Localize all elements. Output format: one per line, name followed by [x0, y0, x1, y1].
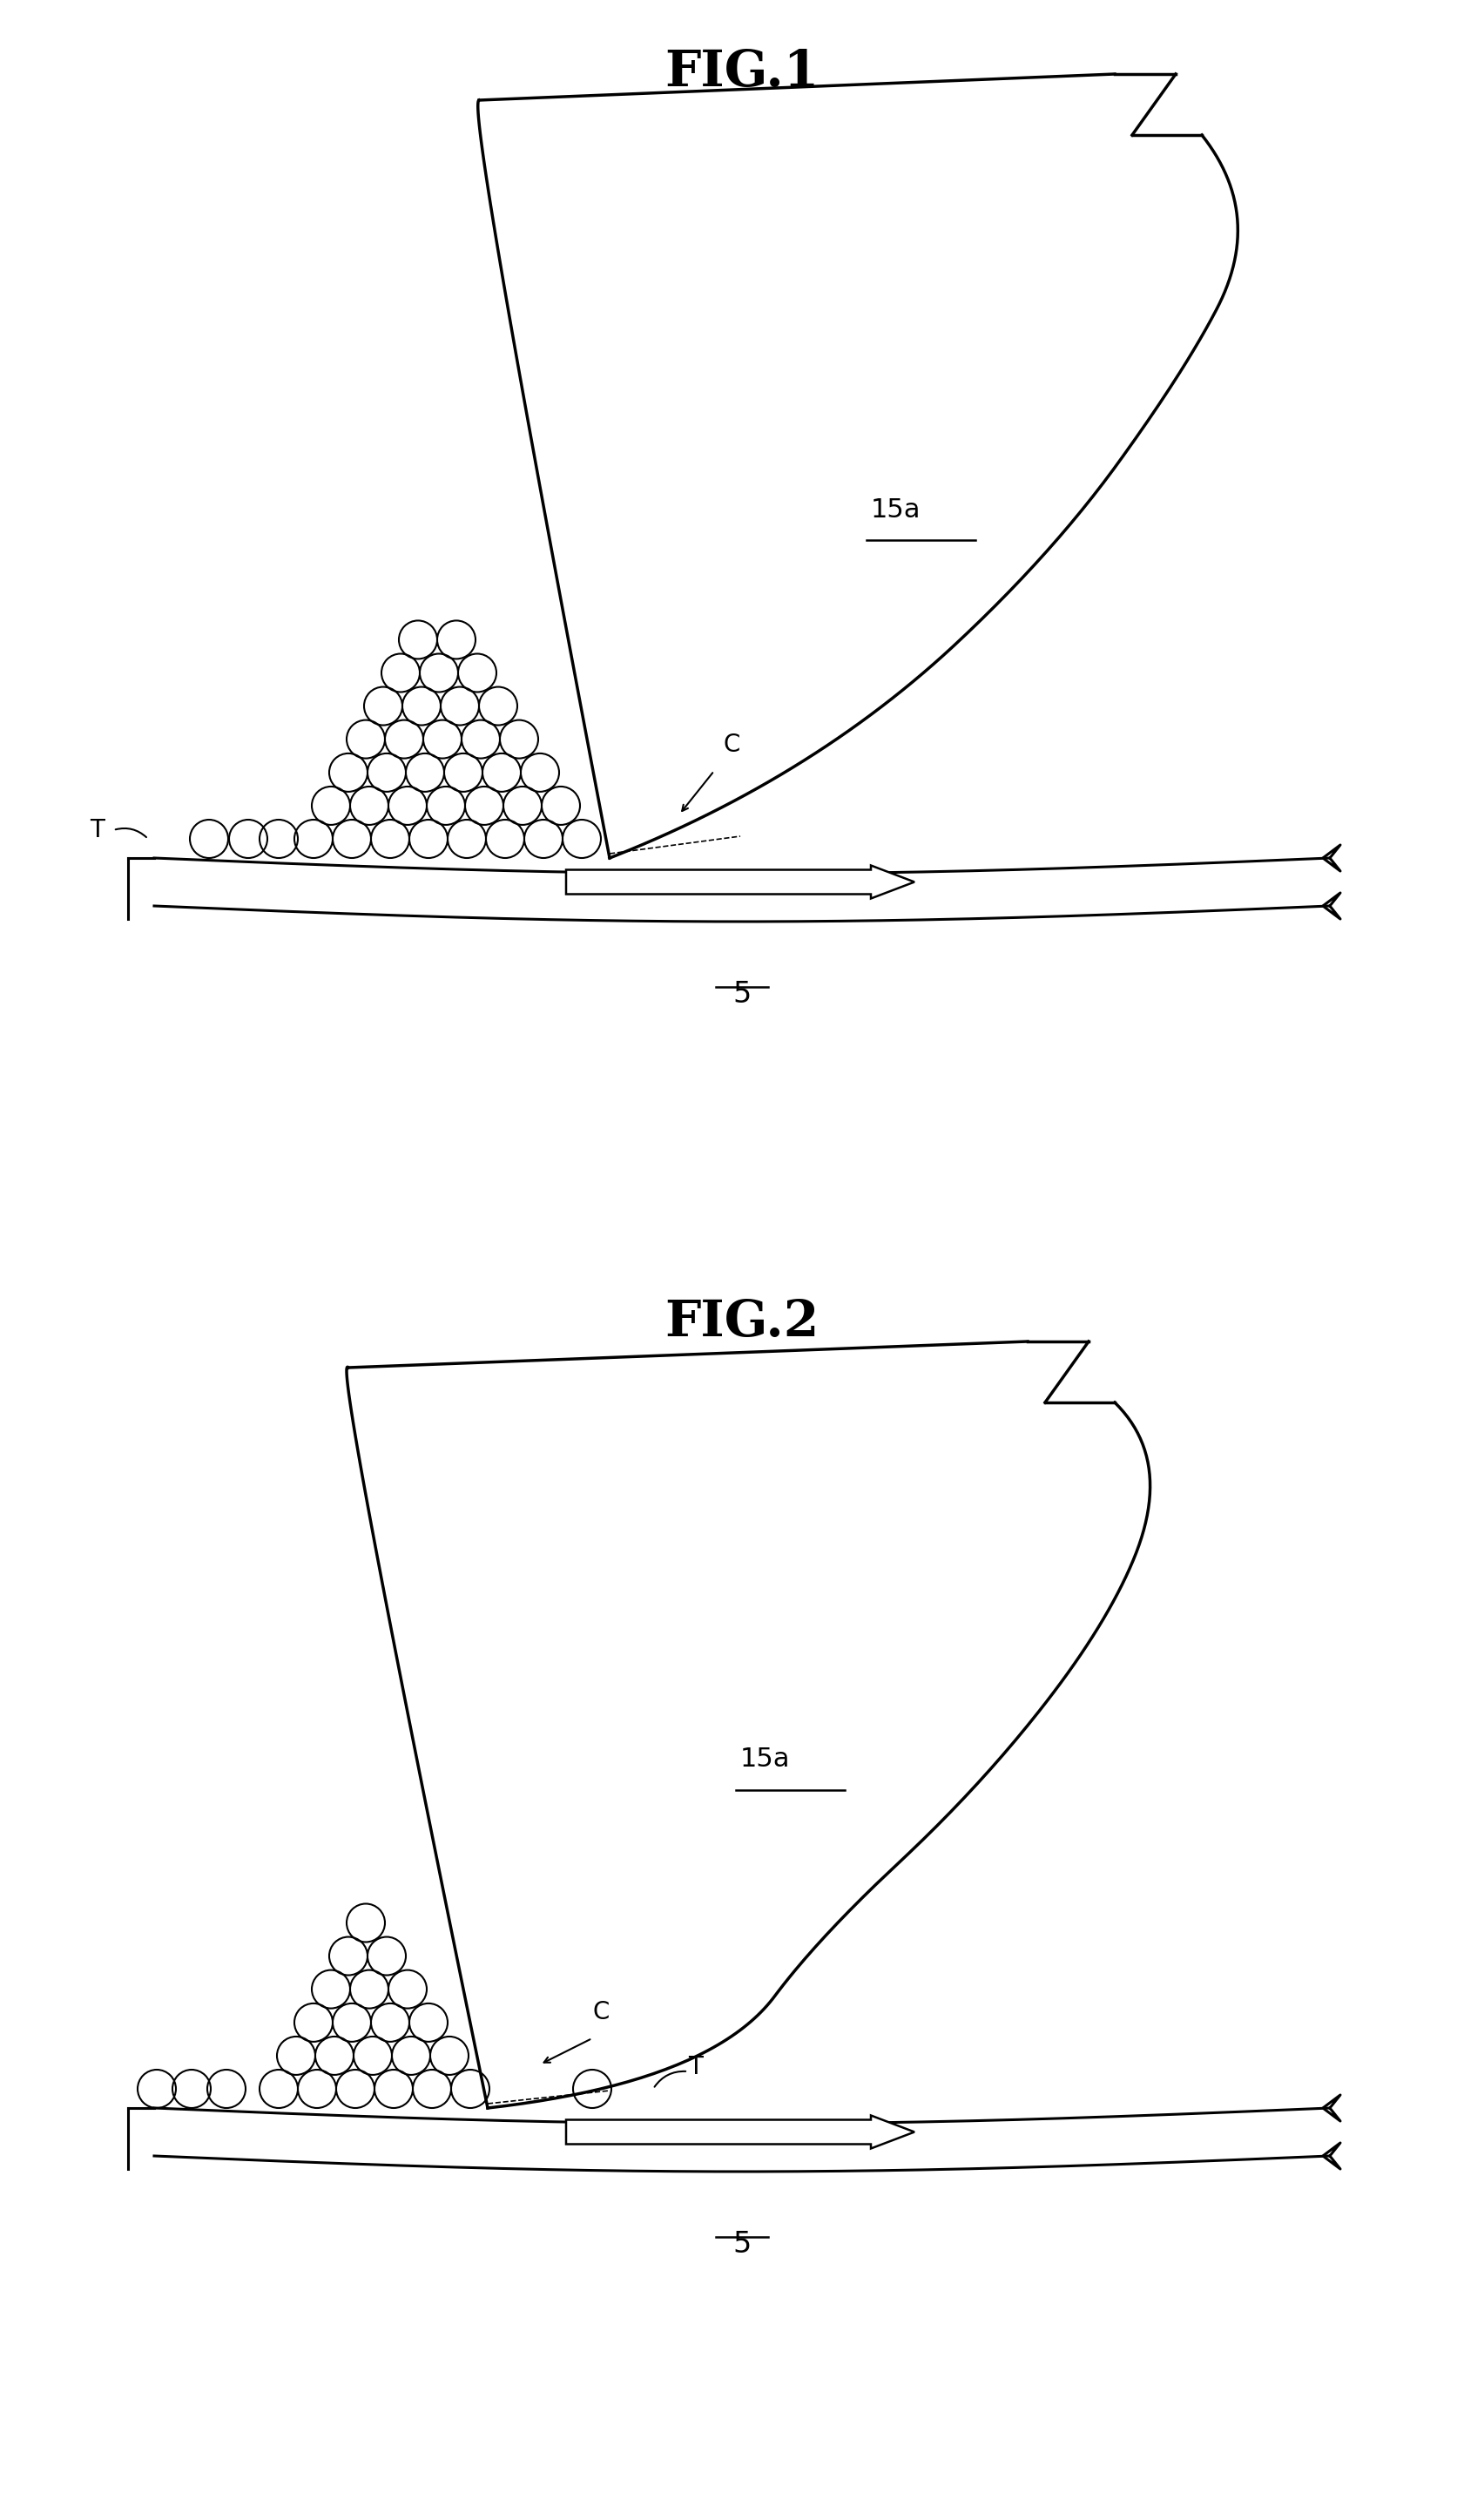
- Text: C: C: [723, 732, 739, 758]
- Text: T: T: [91, 818, 104, 842]
- Text: T: T: [689, 2055, 703, 2080]
- Text: 15a: 15a: [871, 497, 922, 522]
- Text: FIG.2: FIG.2: [665, 1298, 819, 1348]
- Text: 5: 5: [733, 2230, 751, 2258]
- Text: 15a: 15a: [741, 1747, 791, 1772]
- Text: FIG.1: FIG.1: [665, 48, 819, 98]
- FancyArrow shape: [565, 2115, 914, 2148]
- Text: 5: 5: [733, 980, 751, 1007]
- FancyArrow shape: [565, 865, 914, 897]
- Text: C: C: [592, 2000, 608, 2025]
